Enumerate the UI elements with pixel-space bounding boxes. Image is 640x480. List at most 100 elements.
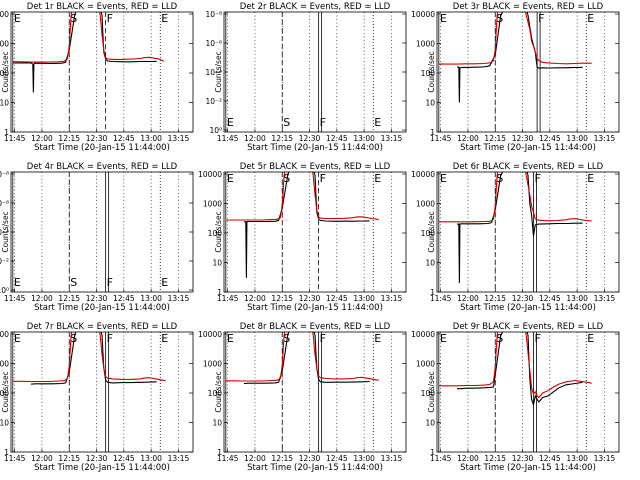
y-tick-label: 10000 bbox=[198, 170, 222, 179]
y-tick-label: 10 bbox=[425, 419, 435, 428]
x-tick-label: 12:15 bbox=[271, 454, 293, 463]
x-tick-label: 12:30 bbox=[299, 294, 321, 303]
y-tick-label: 1000 bbox=[0, 360, 9, 369]
x-tick-label: 13:00 bbox=[353, 294, 375, 303]
x-tick-label: 12:15 bbox=[271, 294, 293, 303]
x-tick-label: 12:15 bbox=[271, 134, 293, 143]
x-axis-label: Start Time (20-Jan-15 11:44:00) bbox=[460, 303, 596, 313]
x-tick-label: 12:45 bbox=[113, 134, 135, 143]
event-marker-label: F bbox=[320, 172, 326, 185]
panel-title: Det 9r BLACK = Events, RED = LLD bbox=[453, 322, 604, 332]
y-tick-label: 100 bbox=[421, 389, 436, 398]
event-marker-label: E bbox=[227, 172, 234, 185]
x-tick-label: 12:00 bbox=[457, 294, 479, 303]
y-axis-label: Counts/sec bbox=[1, 211, 10, 252]
y-tick-label: 1000 bbox=[0, 40, 9, 49]
detector-panel-7: Det 7r BLACK = Events, RED = LLD Counts/s… bbox=[0, 322, 194, 473]
event-marker-label: E bbox=[14, 12, 21, 25]
y-tick-label: 10⁻² bbox=[0, 257, 9, 266]
x-tick-label: 12:45 bbox=[539, 294, 561, 303]
event-marker-label: E bbox=[14, 332, 21, 345]
y-tick-label: 10⁻⁴ bbox=[205, 68, 222, 77]
x-tick-label: 12:30 bbox=[512, 134, 534, 143]
y-tick-label: 10000 bbox=[411, 330, 435, 339]
event-marker-label: F bbox=[107, 276, 113, 289]
y-tick-label: 10 bbox=[425, 259, 435, 268]
x-tick-label: 11:45 bbox=[430, 294, 452, 303]
y-axis-label: Counts/sec bbox=[1, 371, 10, 412]
event-marker-label: S bbox=[70, 276, 77, 289]
y-tick-label: 10 bbox=[0, 419, 9, 428]
x-tick-label: 11:45 bbox=[4, 134, 26, 143]
y-tick-label: 1000 bbox=[416, 360, 435, 369]
event-marker-label: F bbox=[107, 12, 113, 25]
panel-title: Det 1r BLACK = Events, RED = LLD bbox=[27, 2, 178, 12]
y-tick-label: 10 bbox=[212, 259, 222, 268]
event-marker-label: E bbox=[587, 12, 594, 25]
x-tick-label: 11:45 bbox=[430, 134, 452, 143]
x-tick-label: 13:15 bbox=[594, 294, 616, 303]
x-axis-label: Start Time (20-Jan-15 11:44:00) bbox=[247, 303, 383, 313]
event-marker-label: E bbox=[440, 172, 447, 185]
x-axis-label: Start Time (20-Jan-15 11:44:00) bbox=[247, 143, 383, 153]
panel-frame bbox=[10, 171, 194, 293]
x-tick-label: 12:00 bbox=[31, 134, 53, 143]
x-tick-label: 13:00 bbox=[140, 294, 162, 303]
events-series-line bbox=[457, 12, 583, 103]
panel-frame bbox=[223, 171, 407, 293]
x-tick-label: 12:30 bbox=[86, 294, 108, 303]
events-series-line bbox=[457, 332, 583, 407]
y-tick-label: 10⁻⁶ bbox=[0, 199, 9, 208]
y-tick-label: 1 bbox=[4, 128, 9, 137]
detector-panel-3: Det 3r BLACK = Events, RED = LLD Counts/s… bbox=[411, 2, 620, 153]
x-tick-label: 11:45 bbox=[4, 454, 26, 463]
x-tick-label: 12:45 bbox=[326, 134, 348, 143]
x-axis-label: Start Time (20-Jan-15 11:44:00) bbox=[460, 143, 596, 153]
y-tick-label: 10000 bbox=[411, 10, 435, 19]
y-tick-label: 10 bbox=[425, 99, 435, 108]
events-series-line bbox=[12, 12, 157, 93]
detector-panel-6: Det 6r BLACK = Events, RED = LLD Counts/s… bbox=[411, 162, 620, 313]
x-tick-label: 13:00 bbox=[140, 134, 162, 143]
lld-series-line bbox=[438, 12, 592, 65]
detector-panel-4: Det 4r BLACK = Events, RED = LLD Counts/s… bbox=[0, 162, 194, 313]
y-axis-label: Counts/sec bbox=[427, 211, 436, 252]
y-tick-label: 100 bbox=[208, 389, 223, 398]
event-marker-label: E bbox=[161, 276, 168, 289]
x-tick-label: 12:45 bbox=[113, 294, 135, 303]
x-tick-label: 13:00 bbox=[566, 134, 588, 143]
x-tick-label: 13:15 bbox=[168, 134, 190, 143]
event-marker-label: E bbox=[374, 332, 381, 345]
x-tick-label: 13:00 bbox=[566, 454, 588, 463]
x-tick-label: 13:00 bbox=[566, 294, 588, 303]
y-tick-label: 10000 bbox=[198, 330, 222, 339]
x-tick-label: 12:45 bbox=[113, 454, 135, 463]
y-tick-label: 100 bbox=[421, 69, 436, 78]
panel-frame bbox=[436, 11, 620, 133]
lld-series-line bbox=[438, 332, 592, 399]
x-axis-label: Start Time (20-Jan-15 11:44:00) bbox=[460, 463, 596, 473]
detector-panel-5: Det 5r BLACK = Events, RED = LLD Counts/s… bbox=[198, 162, 407, 313]
x-tick-label: 12:15 bbox=[484, 134, 506, 143]
x-tick-label: 12:00 bbox=[457, 454, 479, 463]
lld-series-line bbox=[225, 172, 379, 221]
y-tick-label: 10⁻⁶ bbox=[205, 39, 222, 48]
y-axis-label: Counts/sec bbox=[427, 371, 436, 412]
y-tick-label: 100 bbox=[0, 69, 9, 78]
x-tick-label: 12:30 bbox=[512, 454, 534, 463]
event-marker-label: F bbox=[320, 332, 326, 345]
panel-title: Det 4r BLACK = Events, RED = LLD bbox=[27, 162, 178, 172]
panel-title: Det 7r BLACK = Events, RED = LLD bbox=[27, 322, 178, 332]
y-tick-label: 10⁻⁴ bbox=[0, 228, 9, 237]
event-marker-label: F bbox=[320, 116, 326, 129]
x-tick-label: 12:15 bbox=[484, 294, 506, 303]
event-marker-label: F bbox=[107, 332, 113, 345]
panel-title: Det 8r BLACK = Events, RED = LLD bbox=[240, 322, 391, 332]
y-tick-label: 10000 bbox=[0, 330, 9, 339]
x-tick-label: 12:30 bbox=[299, 134, 321, 143]
panel-frame bbox=[436, 171, 620, 293]
panel-frame bbox=[436, 331, 620, 453]
x-tick-label: 12:00 bbox=[244, 454, 266, 463]
event-marker-label: E bbox=[161, 332, 168, 345]
